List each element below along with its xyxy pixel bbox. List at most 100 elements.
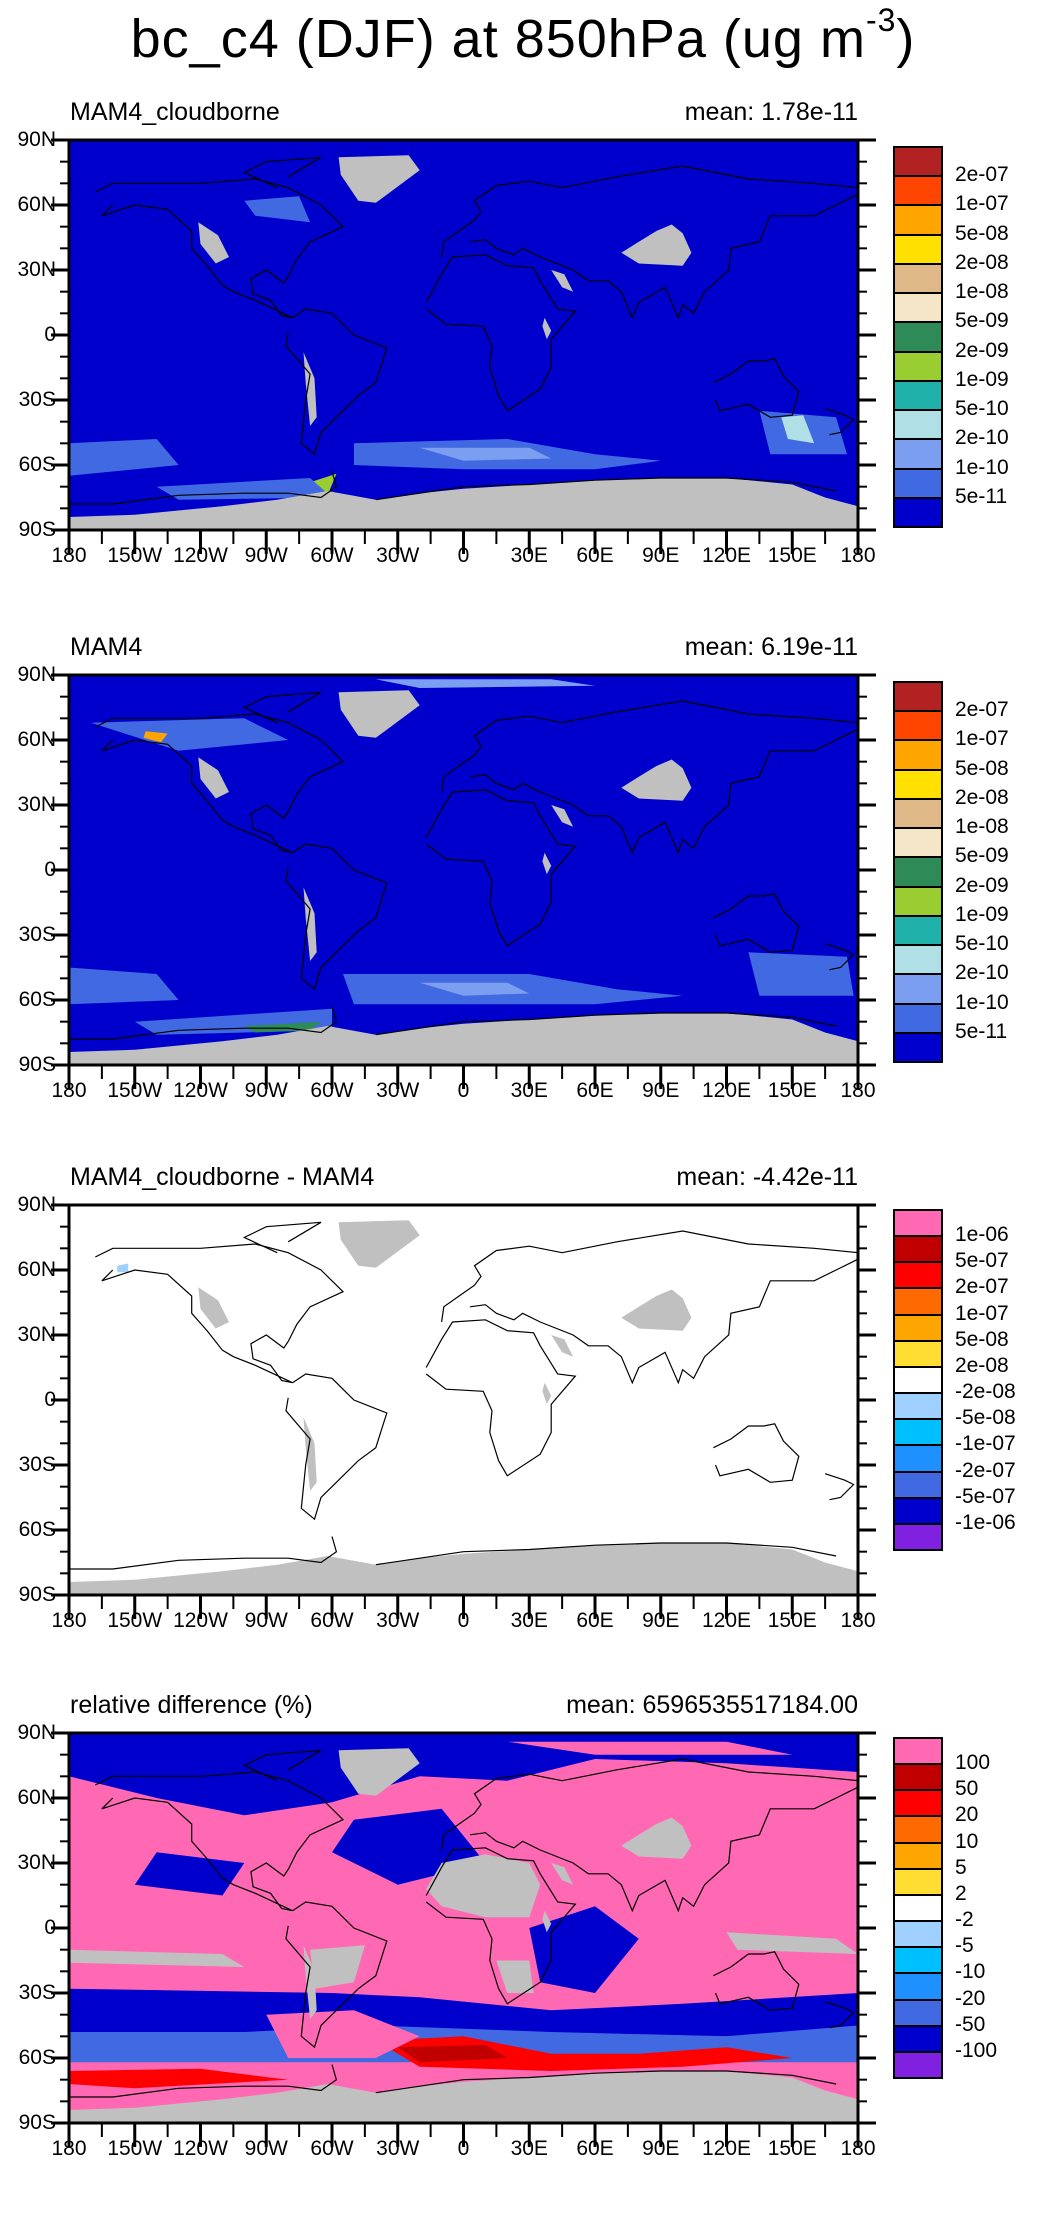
colorbar-label: 1e-08	[955, 815, 1009, 839]
colorbar-swatch	[893, 1470, 943, 1499]
y-tick-label: 90S	[18, 1583, 56, 1606]
y-tick-label: 60N	[17, 728, 56, 751]
colorbar-swatch	[893, 1496, 943, 1525]
colorbar-swatch	[893, 496, 943, 528]
x-tick-label: 90E	[642, 2137, 680, 2160]
panel-title: MAM4	[70, 633, 143, 661]
colorbar-label: 2e-09	[955, 338, 1009, 362]
colorbar-label: 5e-08	[955, 756, 1009, 780]
colorbar-label: -1e-06	[955, 1510, 1016, 1534]
y-tick-label: 90S	[18, 2111, 56, 2134]
x-tick-label: 30W	[376, 1609, 420, 1632]
missing-data-arabia	[551, 270, 574, 292]
coastline	[441, 1230, 859, 1385]
x-tick-label: 180	[840, 544, 876, 567]
field-contour-region	[426, 1854, 541, 1918]
colorbar-swatch	[893, 1418, 943, 1447]
coastline	[824, 1473, 855, 1501]
colorbar-swatch	[893, 1002, 943, 1034]
colorbar-label: -1e-07	[955, 1432, 1016, 1456]
colorbar-label: 1e-07	[955, 1301, 1009, 1325]
x-tick-label: 180	[840, 1079, 876, 1102]
colorbar-swatch	[893, 438, 943, 470]
x-tick-label: 60W	[310, 2137, 354, 2160]
map-plot	[51, 673, 876, 1089]
colorbar-label: 1e-09	[955, 902, 1009, 926]
colorbar-swatch	[893, 2050, 943, 2079]
colorbar-label: 2e-08	[955, 1353, 1009, 1377]
colorbar-label: -5e-08	[955, 1406, 1016, 1430]
missing-data-greenland	[338, 1220, 420, 1268]
coastline	[242, 156, 322, 189]
colorbar-label: 1e-10	[955, 455, 1009, 479]
colorbar-label: 10	[955, 1829, 979, 1853]
field-contour-region	[90, 718, 289, 751]
colorbar-label: 2	[955, 1881, 967, 1905]
x-tick-label: 120W	[173, 1609, 228, 1632]
x-tick-label: 60W	[310, 544, 354, 567]
y-tick-label: 90S	[18, 1053, 56, 1076]
missing-data-antarctica	[69, 478, 858, 530]
colorbar-label: 1e-07	[955, 727, 1009, 751]
colorbar-label: 2e-08	[955, 250, 1009, 274]
colorbar-swatch	[893, 1946, 943, 1975]
colorbar-swatch	[893, 797, 943, 830]
missing-data-tibet	[621, 224, 692, 266]
missing-data-arabia	[551, 805, 574, 827]
coastline	[425, 1847, 577, 2005]
x-tick-label: 60W	[310, 1079, 354, 1102]
coastline	[441, 1758, 859, 1913]
map-plot	[51, 138, 876, 554]
x-tick-label: 90E	[642, 1079, 680, 1102]
y-tick-label: 90S	[18, 518, 56, 541]
y-tick-label: 0	[44, 1388, 56, 1411]
colorbar-swatch	[893, 204, 943, 236]
x-tick-label: 150E	[767, 2137, 817, 2160]
colorbar-swatch	[893, 262, 943, 295]
colorbar-swatch	[893, 1737, 943, 1766]
coastline	[425, 789, 577, 947]
x-tick-label: 90W	[244, 2137, 288, 2160]
x-tick-label: 180	[840, 2137, 876, 2160]
y-tick-label: 90N	[17, 663, 56, 686]
colorbar-label: 5e-10	[955, 932, 1009, 956]
missing-data-rockies	[198, 1287, 229, 1329]
x-tick-label: 30E	[510, 2137, 548, 2160]
colorbar-label: 5e-10	[955, 397, 1009, 421]
missing-data-eafrica	[542, 1910, 552, 1933]
missing-data-rockies	[198, 757, 229, 799]
coastline	[375, 1542, 837, 1566]
colorbar-swatch	[893, 321, 943, 353]
colorbar-swatch	[893, 1031, 943, 1063]
colorbar-swatch	[893, 2024, 943, 2053]
colorbar-swatch	[893, 1867, 943, 1896]
x-tick-label: 60E	[576, 1079, 614, 1102]
missing-data-eafrica	[542, 852, 552, 875]
colorbar-swatch	[893, 292, 943, 324]
colorbar-label: 2e-07	[955, 163, 1009, 187]
colorbar-swatch	[893, 1261, 943, 1290]
map-panel: MAM4_cloudborne mean: 1.78e-11 90N 60N 30N 0 3…	[0, 98, 1046, 640]
field-contour-region	[375, 679, 595, 688]
coastline	[441, 700, 859, 855]
colorbar-swatch	[893, 409, 943, 441]
coastline	[713, 1951, 800, 2011]
colorbar-swatch	[893, 827, 943, 859]
x-tick-label: 180	[51, 1079, 87, 1102]
y-tick-label: 90N	[17, 128, 56, 151]
coastline	[242, 691, 322, 724]
colorbar-swatch	[893, 944, 943, 976]
colorbar-label: -5	[955, 1934, 974, 1958]
title-exponent: -3	[865, 2, 897, 38]
colorbar-label: 100	[955, 1751, 991, 1775]
field-contour-region	[69, 1988, 858, 2037]
colorbar-label: -50	[955, 2012, 986, 2036]
map-panel: MAM4_cloudborne - MAM4 mean: -4.42e-11 90N…	[0, 1163, 1046, 1705]
colorbar-label: -10	[955, 1960, 986, 1984]
y-tick-label: 90N	[17, 1721, 56, 1744]
colorbar-label: 1e-09	[955, 367, 1009, 391]
colorbar-label: 2e-07	[955, 698, 1009, 722]
panel-title: MAM4_cloudborne	[70, 98, 280, 126]
field-contour-region	[419, 447, 552, 461]
field-contour-region	[266, 2010, 420, 2058]
